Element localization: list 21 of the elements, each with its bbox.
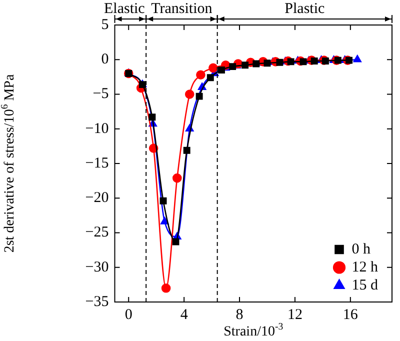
x-tick-label: 8 — [236, 306, 244, 323]
y-tick-label: −5 — [92, 86, 109, 102]
y-tick-label: −10 — [85, 120, 109, 137]
text: Transition — [151, 0, 213, 17]
legend-label: 0 h — [352, 241, 371, 258]
x-tick-label: 16 — [342, 306, 358, 323]
x-tick-label: 4 — [180, 306, 188, 323]
y-tick-label: −20 — [85, 190, 109, 206]
y-tick-label: −25 — [85, 224, 109, 241]
y-tick-label: 5 — [101, 16, 109, 33]
text: Plastic — [284, 0, 326, 17]
legend-label: 12 h — [352, 259, 378, 276]
x-tick-label: 12 — [287, 306, 302, 323]
legend-label: 15 d — [352, 277, 378, 294]
text: Elastic — [104, 0, 146, 17]
y-tick-label: 0 — [101, 52, 109, 68]
y-tick-label: −30 — [85, 259, 109, 276]
y-axis-title: 2st derivative of stress/106 MPa — [0, 74, 18, 253]
y-tick-label: −35 — [85, 294, 109, 310]
x-tick-label: 0 — [124, 306, 132, 323]
y-tick-label: −15 — [85, 155, 109, 172]
